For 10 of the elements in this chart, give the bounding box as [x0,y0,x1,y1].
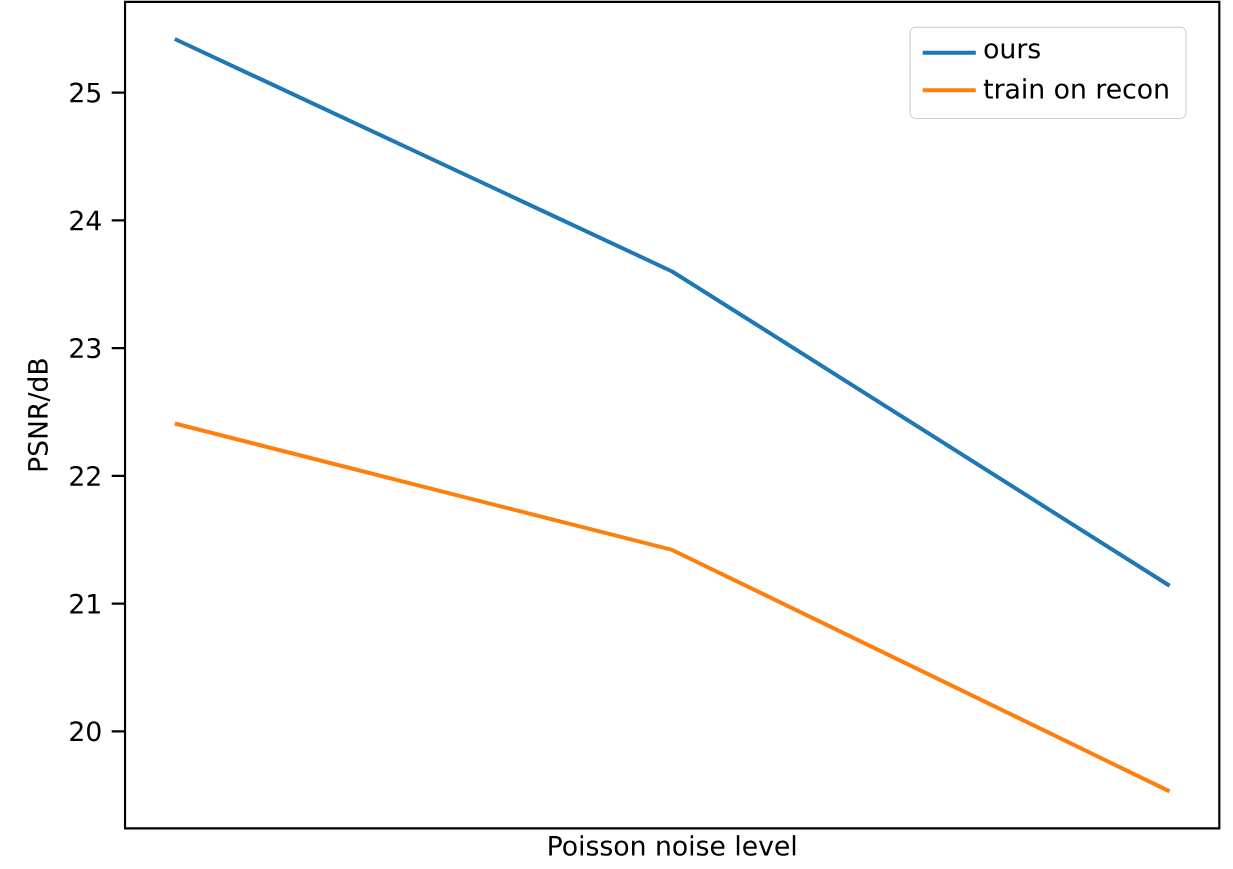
x-axis-title: Poisson noise level [549,835,796,856]
y-tick-label: 25 [70,82,100,103]
y-tick-label: 21 [70,593,100,614]
y-tick-label: 23 [70,338,101,359]
y-tick-label: 22 [70,465,100,486]
y-tick-label: 24 [70,210,101,231]
y-tick-label: 20 [70,721,101,742]
legend-label: ours [984,43,1040,59]
legend-label: train on recon [983,78,1168,99]
y-axis-title: PSNR/dB [27,359,51,471]
